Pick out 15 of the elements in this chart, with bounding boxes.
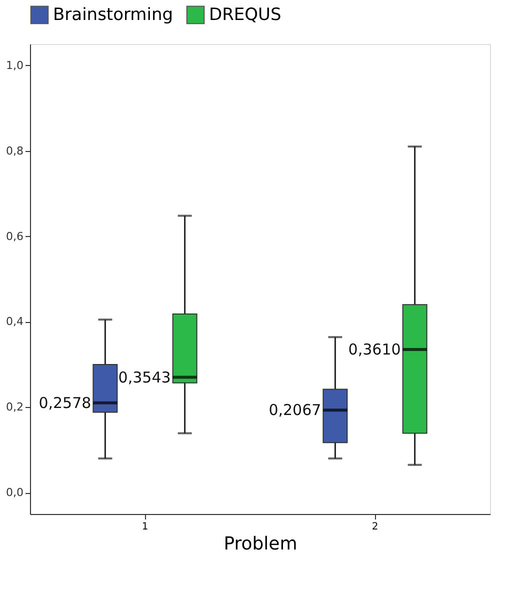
text: 0,3610 xyxy=(348,340,401,358)
y-tick-label: 0,0 xyxy=(6,486,24,500)
x-axis-title: Problem xyxy=(224,534,298,554)
legend-label: DREQUS xyxy=(209,4,282,25)
y-tick-label: 0,2 xyxy=(6,400,24,414)
y-tick-label: 0,6 xyxy=(6,230,24,243)
y-tick-label: 0,4 xyxy=(6,315,24,328)
y-tick-label: 1,0 xyxy=(6,58,24,72)
x-tick-label: 1 xyxy=(142,522,148,532)
legend-label: Brainstorming xyxy=(53,4,174,25)
y-tick-label: 0,8 xyxy=(6,144,24,158)
x-tick-label: 2 xyxy=(372,522,378,532)
text: 0,3543 xyxy=(118,368,171,386)
text: 0,2578 xyxy=(38,394,92,412)
text: 0,2067 xyxy=(268,401,322,420)
